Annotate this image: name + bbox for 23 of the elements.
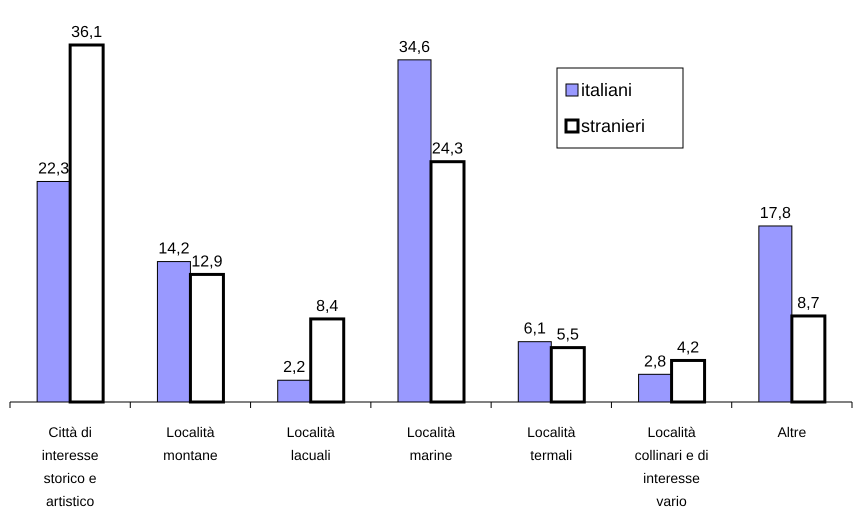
x-tick-label: Località marine — [406, 424, 456, 463]
data-label: 6,1 — [524, 320, 546, 338]
x-tick-label: Città di interesse storico e artistico — [42, 424, 99, 509]
x-tick-label: Località termali — [527, 424, 576, 463]
x-tick-label: Località lacuali — [286, 424, 336, 463]
data-label: 8,7 — [797, 294, 820, 312]
legend-label: italiani — [581, 80, 632, 100]
x-tick-label: Località collinari e di interesse vario — [634, 424, 709, 509]
data-label: 36,1 — [71, 24, 102, 41]
data-label: 2,2 — [283, 359, 306, 376]
x-tick-label: Località montane — [163, 424, 218, 463]
data-label: 14,2 — [158, 240, 190, 258]
x-tick-label: Altre — [777, 424, 806, 440]
data-label: 34,6 — [398, 38, 430, 56]
data-label: 22,3 — [38, 160, 70, 178]
data-label: 12,9 — [191, 253, 223, 270]
data-label: 8,4 — [316, 298, 338, 315]
legend-label: stranieri — [581, 116, 646, 136]
data-label: 4,2 — [676, 339, 700, 356]
data-label: 17,8 — [760, 204, 792, 222]
data-label: 24,3 — [432, 140, 464, 158]
data-label: 5,5 — [556, 326, 580, 344]
data-label: 2,8 — [644, 353, 666, 370]
